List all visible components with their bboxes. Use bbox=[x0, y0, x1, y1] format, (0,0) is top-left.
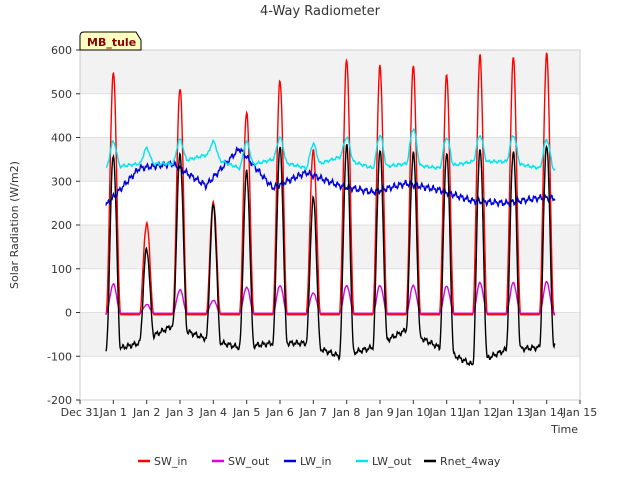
y-tick-label: 500 bbox=[51, 88, 72, 101]
x-tick-label: Jan 12 bbox=[462, 406, 497, 419]
background-band bbox=[80, 50, 580, 94]
x-axis-label: Time bbox=[550, 423, 578, 436]
x-tick-label: Jan 11 bbox=[428, 406, 463, 419]
y-tick-label: 100 bbox=[51, 263, 72, 276]
y-tick-label: 200 bbox=[51, 219, 72, 232]
series-line-sw_out bbox=[105, 280, 555, 315]
legend-label: SW_out bbox=[228, 455, 270, 468]
x-tick-label: Jan 1 bbox=[99, 406, 127, 419]
x-tick-label: Jan 7 bbox=[299, 406, 327, 419]
legend: SW_in SW_out LW_in LW_out Rnet_4way bbox=[138, 455, 501, 468]
y-tick-label: -100 bbox=[47, 350, 72, 363]
y-tick-label: 600 bbox=[51, 44, 72, 57]
chart-title: 4-Way Radiometer bbox=[260, 4, 381, 19]
legend-label: SW_in bbox=[154, 455, 187, 468]
x-tick-label: Jan 15 bbox=[562, 406, 597, 419]
x-axis: Dec 31 Jan 1 Jan 2 Jan 3 Jan 4 Jan 5 Jan 6 Jan … bbox=[61, 400, 597, 419]
x-tick-label: Jan 4 bbox=[199, 406, 227, 419]
y-axis: -200 -100 0 100 200 300 400 500 600 bbox=[47, 44, 80, 407]
y-tick-label: 400 bbox=[51, 132, 72, 145]
y-tick-label: -200 bbox=[47, 394, 72, 407]
series-lines bbox=[105, 52, 556, 367]
legend-label: LW_in bbox=[300, 455, 332, 468]
site-badge: MB_tule bbox=[79, 31, 142, 51]
background-band bbox=[80, 225, 580, 269]
x-tick-label: Jan 9 bbox=[365, 406, 393, 419]
series-line-lw_out bbox=[105, 127, 556, 172]
x-tick-label: Jan 14 bbox=[528, 406, 563, 419]
series-line-sw_in bbox=[105, 52, 555, 316]
x-tick-label: Jan 6 bbox=[265, 406, 293, 419]
legend-label: Rnet_4way bbox=[440, 455, 501, 468]
background-band bbox=[80, 312, 580, 357]
x-tick-label: Jan 5 bbox=[232, 406, 260, 419]
site-label: MB_tule bbox=[87, 36, 136, 49]
y-tick-label: 0 bbox=[65, 307, 72, 320]
legend-label: LW_out bbox=[372, 455, 412, 468]
x-tick-label: Dec 31 bbox=[61, 406, 100, 419]
x-tick-label: Jan 2 bbox=[132, 406, 160, 419]
y-axis-label: Solar Radiation (W/m2) bbox=[8, 161, 21, 289]
y-tick-label: 300 bbox=[51, 175, 72, 188]
x-tick-label: Jan 10 bbox=[395, 406, 430, 419]
x-tick-label: Jan 3 bbox=[165, 406, 193, 419]
series-line-rnet_4way bbox=[105, 143, 556, 367]
x-tick-label: Jan 13 bbox=[495, 406, 530, 419]
x-tick-label: Jan 8 bbox=[332, 406, 360, 419]
